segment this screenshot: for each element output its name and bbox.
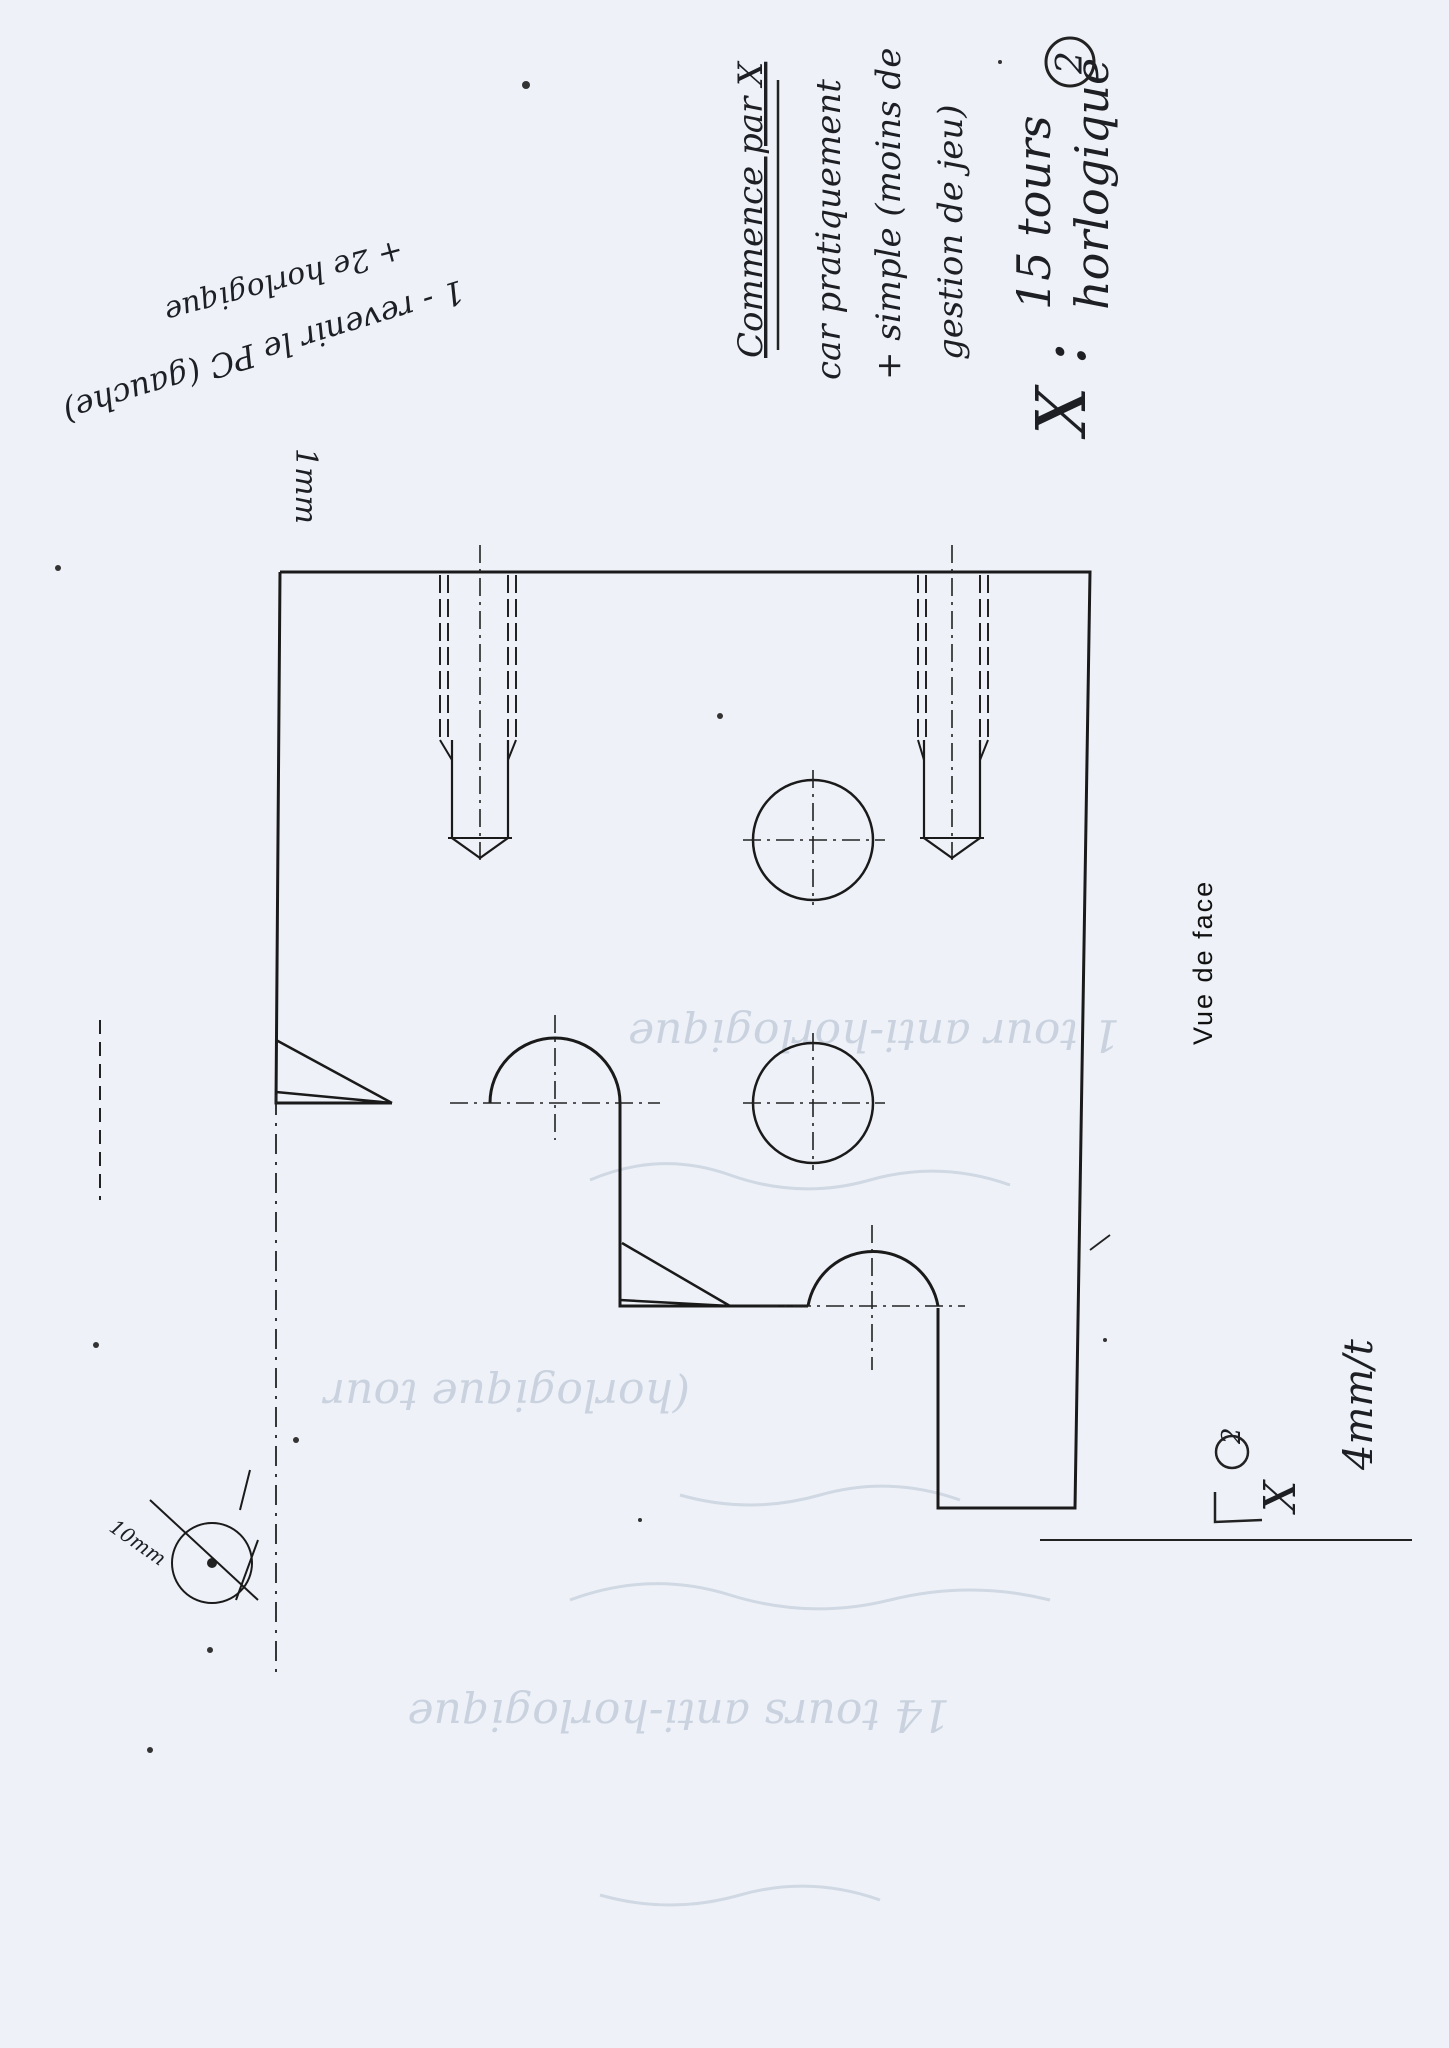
notes-top-left: 1 - revenir le PC (gauche) + 2e horlogiq…: [59, 232, 469, 430]
scan-specks: [55, 60, 1107, 1753]
note-heading: Commence par X: [731, 60, 771, 358]
thickness-label: 1mm: [288, 448, 323, 524]
note-line-2: + simple (moins de: [869, 48, 909, 380]
through-holes: [743, 770, 885, 1170]
notes-top-right: Commence par X car pratiquement + simple…: [731, 36, 1119, 440]
faint-line: (horlogique tour: [321, 1369, 690, 1420]
note-line-3: gestion de jeu): [931, 104, 971, 360]
circled-number-drawing: 2: [1214, 1427, 1250, 1470]
reference-lines: [99, 1020, 1412, 1680]
x-speed-axis: X :: [1023, 342, 1102, 440]
svg-text:2: 2: [1217, 1427, 1247, 1445]
axis-x-label: X: [1255, 1479, 1306, 1515]
tool-sketch: [149, 1469, 259, 1604]
faint-line: 1 tour anti-horlogique: [628, 1009, 1120, 1060]
svg-text:2: 2: [1050, 51, 1091, 75]
backside-bleed-through: 1 tour anti-horlogique (horlogique tour …: [321, 1009, 1120, 1907]
tool-diameter-label: 10mm: [105, 1514, 171, 1570]
x-speed-direction: horlogique: [1065, 58, 1119, 310]
view-label: Vue de face: [1188, 880, 1218, 1045]
direction-arrow: [1213, 1492, 1263, 1524]
feed-label: 4mm/t: [1336, 1338, 1382, 1471]
threaded-hole-left: [439, 545, 517, 860]
x-speed-turns: 15 tours: [1007, 115, 1061, 310]
circled-number-notes: 2: [1044, 36, 1096, 88]
note-line-1: car pratiquement: [809, 79, 849, 380]
threaded-hole-right: [917, 545, 989, 860]
part-outline: [274, 570, 1092, 1510]
threaded-holes: [439, 545, 989, 860]
faint-line: 14 tours anti-horlogique: [408, 1689, 950, 1740]
